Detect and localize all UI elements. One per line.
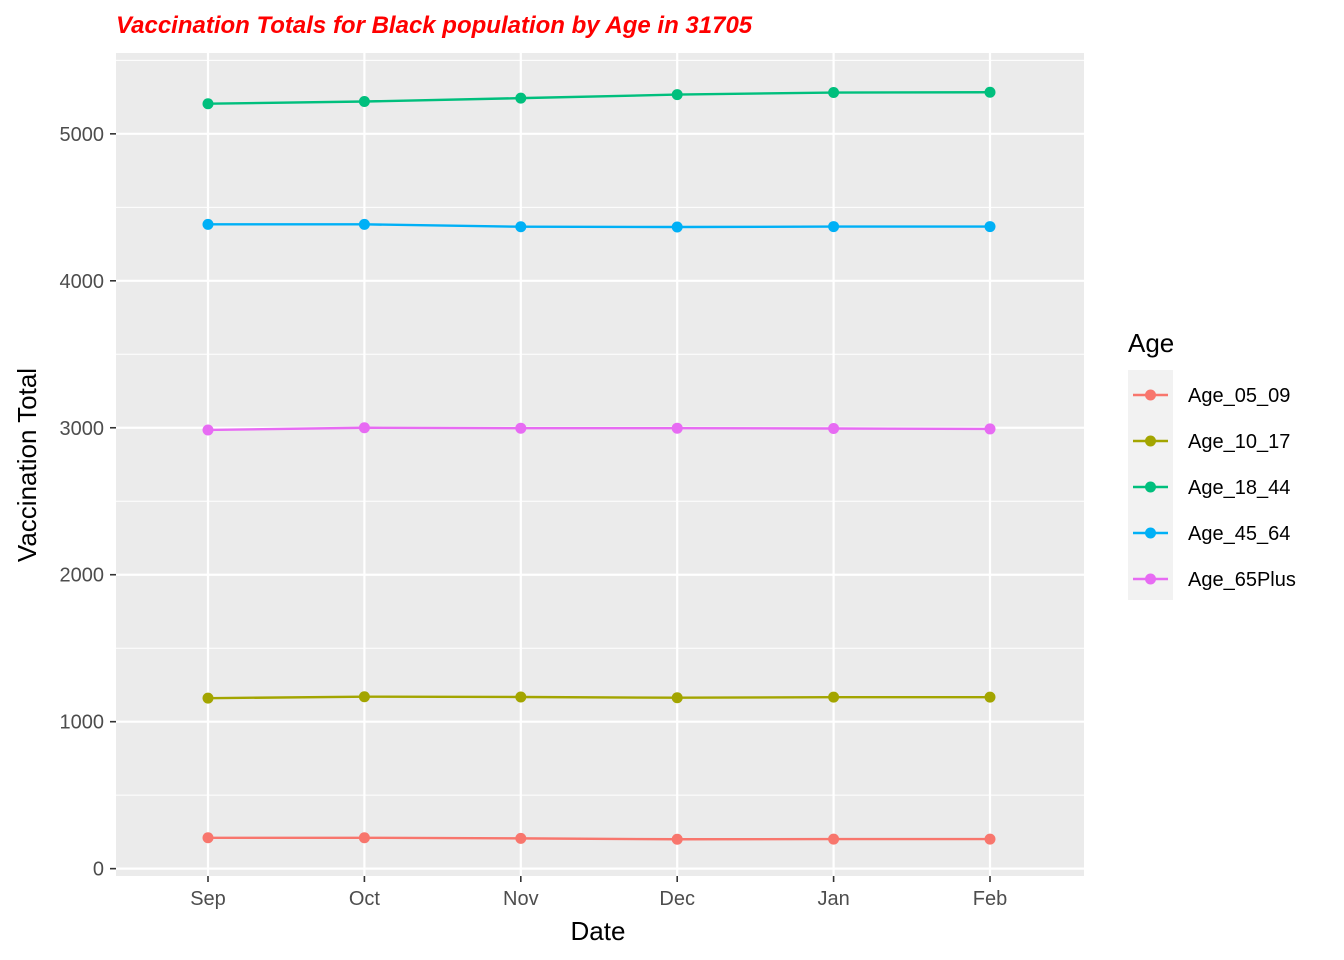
data-point <box>828 422 840 434</box>
data-point <box>671 89 683 101</box>
x-tick-label: Nov <box>503 888 539 910</box>
legend-label: Age_10_17 <box>1188 431 1290 453</box>
data-point <box>828 87 840 99</box>
data-point <box>984 691 996 703</box>
legend-title: Age <box>1128 328 1174 358</box>
data-point <box>358 422 370 434</box>
legend-key-point <box>1145 573 1156 585</box>
x-tick-label: Dec <box>659 888 695 910</box>
legend-key-point <box>1145 481 1156 493</box>
data-point <box>671 221 683 233</box>
data-point <box>984 86 996 98</box>
legend-key-point <box>1145 527 1156 539</box>
minor-gridlines <box>116 59 1084 796</box>
series-age-10-17 <box>202 691 996 704</box>
y-axis-title: Vaccination Total <box>12 368 42 562</box>
legend-key-point <box>1145 389 1156 401</box>
data-point <box>984 833 996 845</box>
data-point <box>515 92 527 104</box>
legend-label: Age_05_09 <box>1188 385 1290 407</box>
chart-title: Vaccination Totals for Black population … <box>116 12 753 39</box>
series-age-45-64 <box>202 218 996 233</box>
legend-item: Age_18_44 <box>1133 477 1290 499</box>
data-point <box>515 221 527 233</box>
x-tick-label: Feb <box>973 888 1007 910</box>
data-point <box>202 98 214 110</box>
data-point <box>984 221 996 233</box>
y-tick-label: 1000 <box>60 712 105 734</box>
legend-label: Age_45_64 <box>1188 523 1290 545</box>
legend-label: Age_18_44 <box>1188 477 1290 499</box>
data-point <box>828 221 840 233</box>
data-point <box>358 832 370 844</box>
data-point <box>984 423 996 435</box>
data-point <box>202 424 214 436</box>
legend-label: Age_65Plus <box>1188 569 1296 591</box>
legend-item: Age_05_09 <box>1133 385 1290 407</box>
data-point <box>358 95 370 107</box>
data-point <box>671 833 683 845</box>
data-point <box>202 832 214 844</box>
data-point <box>515 422 527 434</box>
x-tick-label: Oct <box>349 888 381 910</box>
legend: Age Age_05_09 Age_10_17 Age_18_44 Age_45_64… <box>1128 328 1296 600</box>
series-layer <box>202 86 996 845</box>
series-line <box>208 836 990 841</box>
y-tick-label: 2000 <box>60 565 105 587</box>
series-age-05-09 <box>202 832 996 845</box>
series-line <box>207 695 990 700</box>
legend-item: Age_10_17 <box>1133 431 1290 453</box>
x-tick-label: Jan <box>817 888 849 910</box>
data-point <box>671 422 683 434</box>
data-point <box>828 833 840 845</box>
data-point <box>515 832 527 844</box>
data-point <box>358 691 370 703</box>
x-axis-title: Date <box>571 916 626 946</box>
series-age-65plus <box>202 422 996 436</box>
y-tick-label: 4000 <box>60 271 105 293</box>
plot-panel <box>116 53 1084 876</box>
legend-item: Age_45_64 <box>1133 523 1290 545</box>
data-point <box>515 691 527 703</box>
series-age-18-44 <box>202 86 996 110</box>
data-point <box>828 691 840 703</box>
y-tick-label: 0 <box>93 859 104 881</box>
y-tick-label: 5000 <box>60 124 105 146</box>
legend-item: Age_65Plus <box>1133 569 1296 591</box>
legend-key-point <box>1145 435 1156 447</box>
series-line <box>207 91 991 105</box>
data-point <box>202 692 214 704</box>
series-line <box>207 426 991 432</box>
y-tick-label: 3000 <box>60 418 105 440</box>
x-axis: Sep Oct Nov Dec Jan Feb <box>190 876 1007 910</box>
y-axis: 0 1000 2000 3000 4000 5000 <box>60 124 116 881</box>
series-line <box>208 223 990 229</box>
x-tick-label: Sep <box>190 888 226 910</box>
data-point <box>202 218 214 230</box>
data-point <box>671 692 683 704</box>
data-point <box>358 218 370 230</box>
